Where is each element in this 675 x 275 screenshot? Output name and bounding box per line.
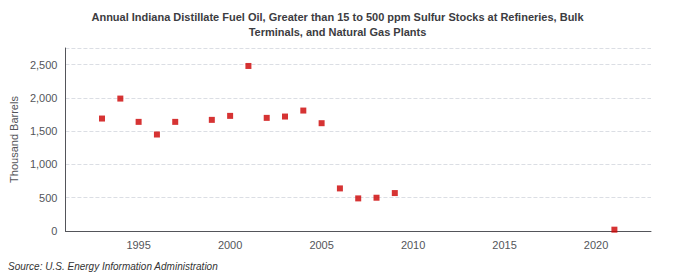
svg-text:Thousand Barrels: Thousand Barrels: [8, 96, 20, 183]
svg-text:1,500: 1,500: [30, 125, 58, 137]
svg-text:500: 500: [39, 192, 57, 204]
svg-text:1995: 1995: [126, 239, 150, 251]
svg-text:2005: 2005: [309, 239, 333, 251]
svg-text:Annual Indiana Distillate Fuel: Annual Indiana Distillate Fuel Oil, Grea…: [91, 11, 584, 23]
svg-text:Terminals, and Natural Gas Pla: Terminals, and Natural Gas Plants: [249, 26, 427, 38]
svg-text:2,000: 2,000: [30, 92, 58, 104]
svg-text:1,000: 1,000: [30, 158, 58, 170]
svg-text:2,500: 2,500: [30, 59, 58, 71]
svg-text:2015: 2015: [492, 239, 516, 251]
svg-text:Source: U.S. Energy Informatio: Source: U.S. Energy Information Administ…: [8, 261, 218, 272]
svg-text:0: 0: [51, 225, 57, 237]
svg-text:2010: 2010: [401, 239, 425, 251]
svg-text:2020: 2020: [584, 239, 608, 251]
svg-text:2000: 2000: [218, 239, 242, 251]
